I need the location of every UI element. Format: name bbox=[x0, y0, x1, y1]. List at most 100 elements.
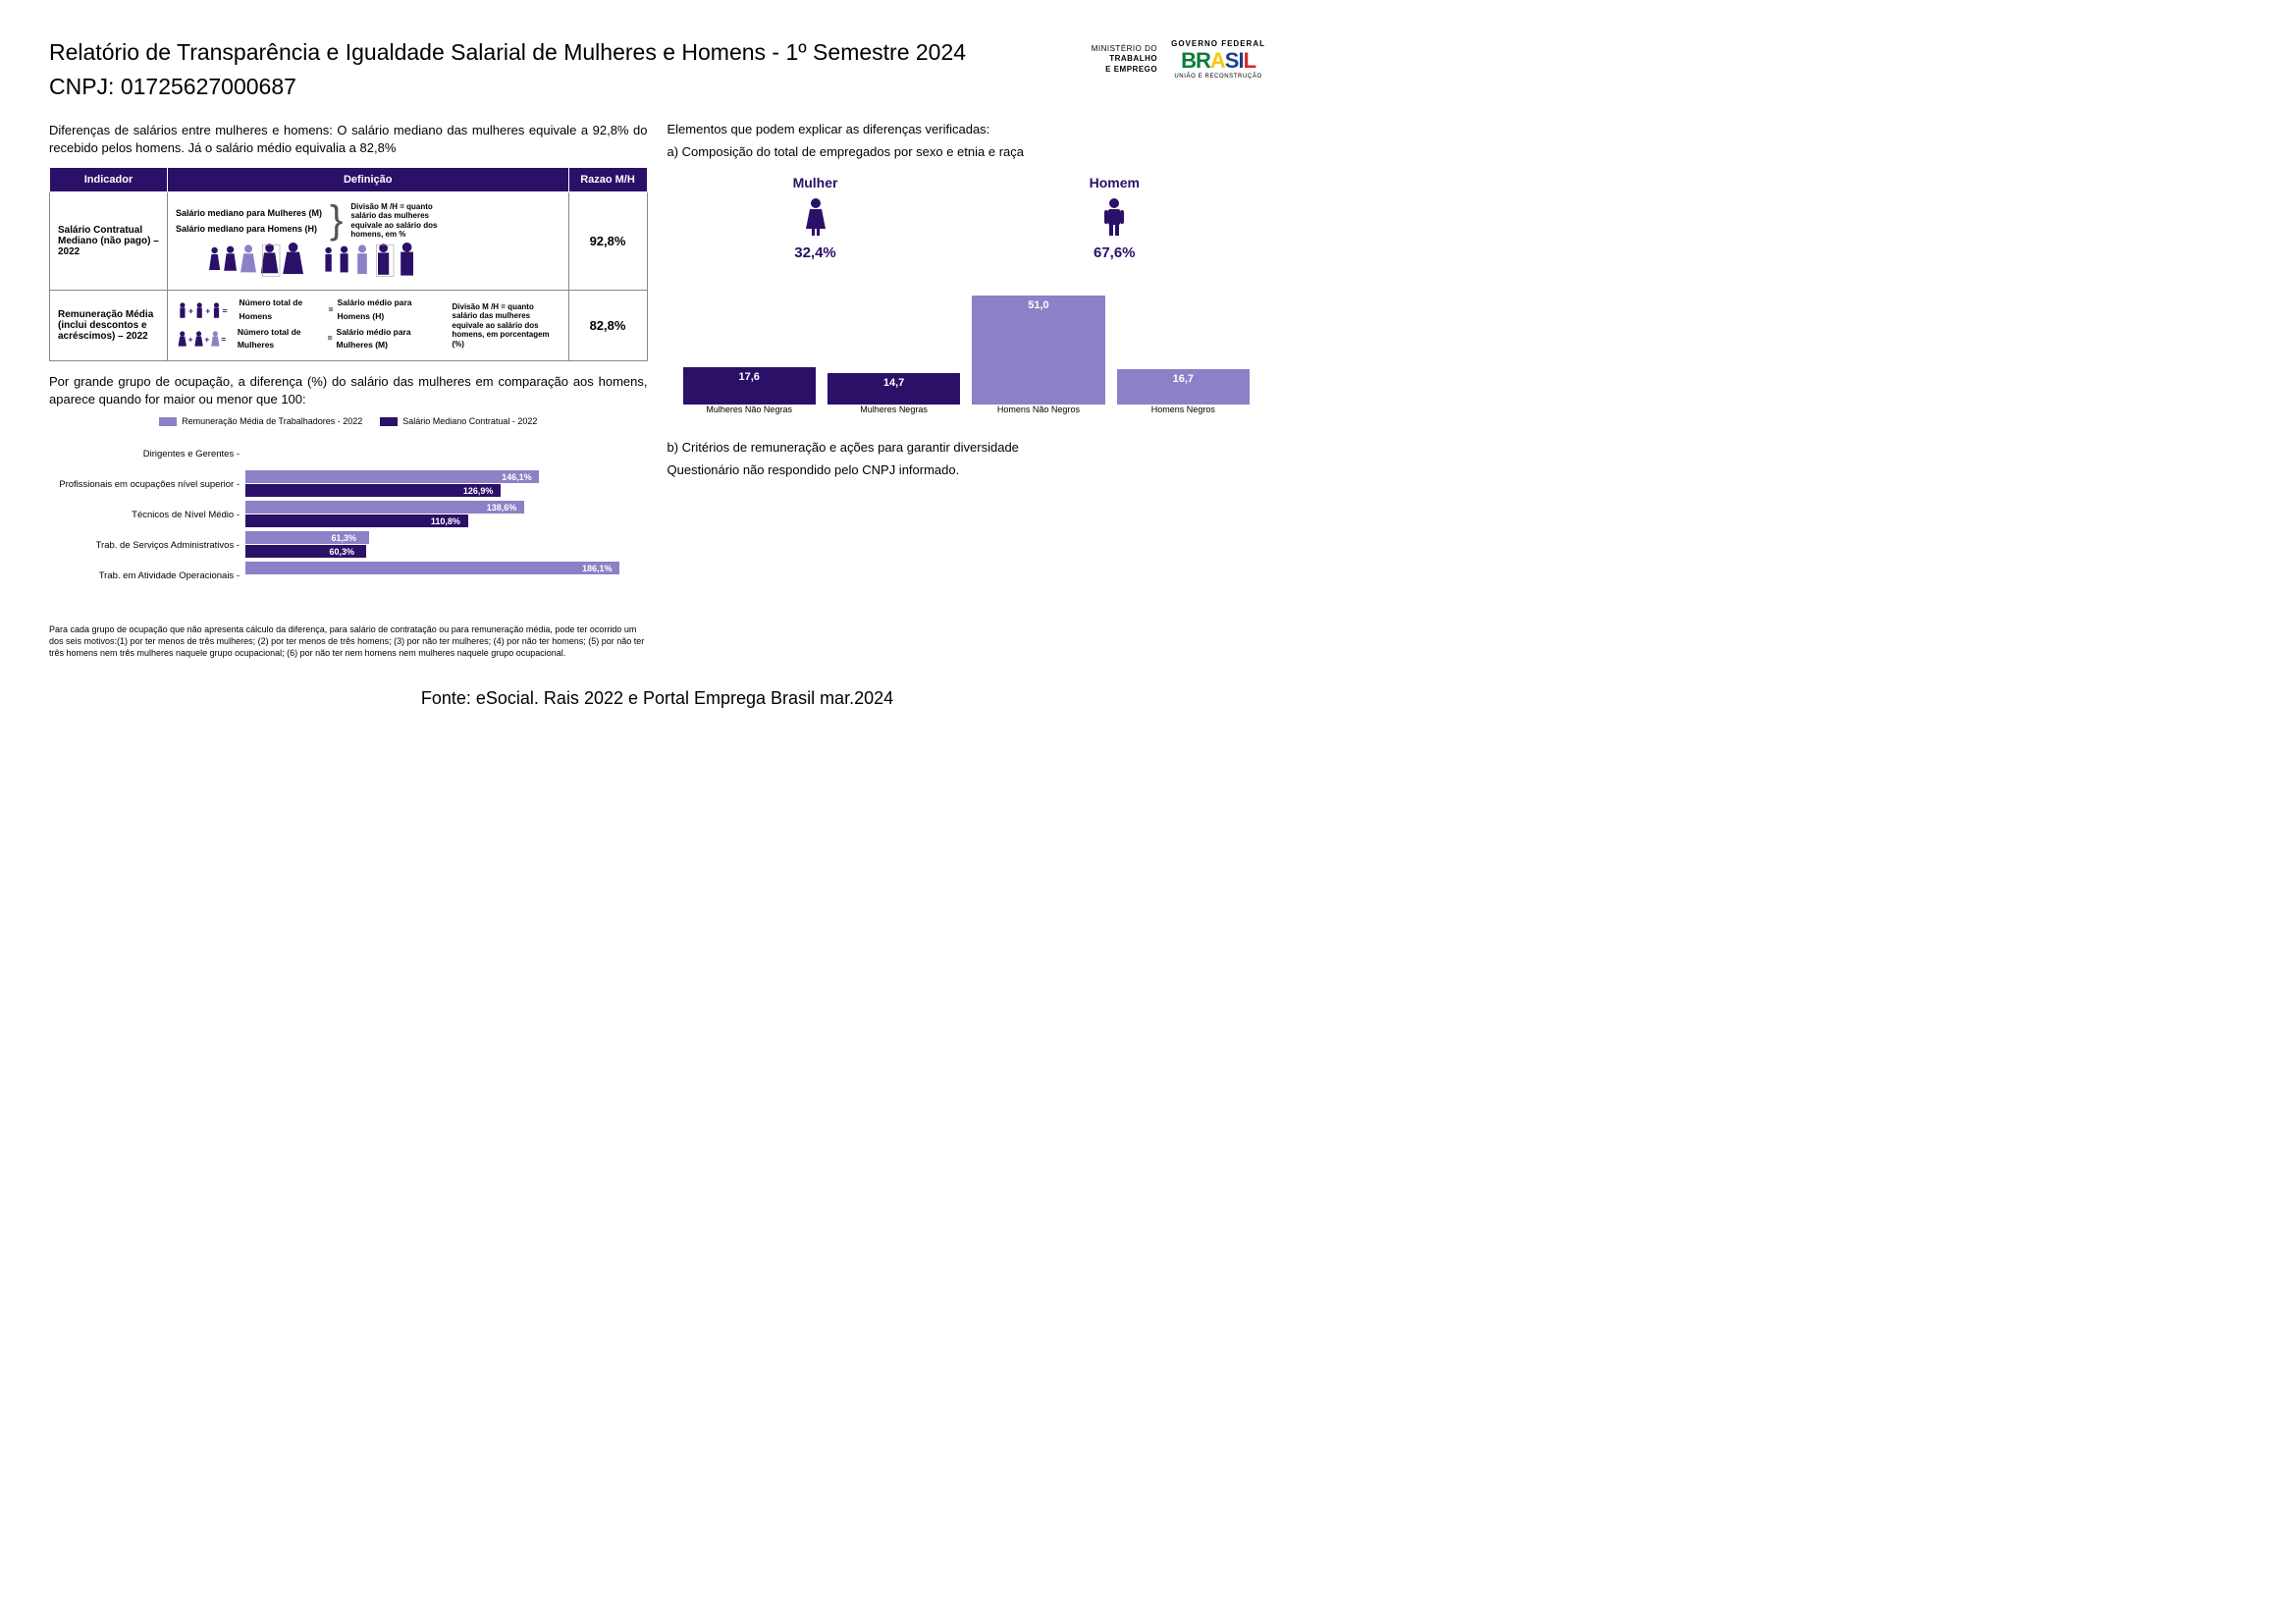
brasil-wordmark: BRASIL bbox=[1171, 48, 1265, 74]
sub-b: b) Critérios de remuneração e ações para… bbox=[667, 440, 1266, 455]
occ-bar-fill bbox=[245, 501, 524, 514]
woman-icon bbox=[801, 196, 830, 236]
legend-a: Remuneração Média de Trabalhadores - 202… bbox=[182, 416, 362, 426]
occ-bar-value: 138,6% bbox=[487, 503, 517, 513]
occ-bar-value: 146,1% bbox=[502, 472, 532, 482]
logos: MINISTÉRIO DO TRABALHO E EMPREGO GOVERNO… bbox=[1092, 39, 1265, 80]
svg-text:=: = bbox=[221, 335, 226, 345]
svg-text:+: + bbox=[188, 335, 193, 345]
sub-b-answer: Questionário não respondido pelo CNPJ in… bbox=[667, 462, 1266, 477]
occ-label: Trab. em Atividade Operacionais - bbox=[49, 570, 245, 581]
comp-bar: 17,6 bbox=[683, 367, 816, 405]
row2-ratio: 82,8% bbox=[568, 291, 647, 360]
row1-def-l1: Salário mediano para Mulheres (M) bbox=[176, 205, 322, 221]
occ-bar: 61,3% bbox=[245, 531, 648, 544]
occ-bar: 186,1% bbox=[245, 562, 648, 574]
occ-bar bbox=[245, 440, 648, 453]
occ-bar: 110,8% bbox=[245, 514, 648, 527]
man-icon bbox=[1099, 196, 1129, 236]
legend-swatch-light bbox=[159, 417, 177, 426]
th-definicao: Definição bbox=[168, 168, 569, 192]
occ-bar-fill bbox=[245, 562, 619, 574]
occ-bar-value: 110,8% bbox=[431, 516, 460, 526]
comp-bar: 14,7 bbox=[828, 373, 960, 405]
f2b: Salário médio para Mulheres (M) bbox=[337, 326, 445, 352]
th-indicador: Indicador bbox=[50, 168, 168, 192]
occ-bar-value: 126,9% bbox=[463, 486, 494, 496]
occupation-chart: Dirigentes e Gerentes - Profissionais em … bbox=[49, 440, 648, 589]
ministry-l3: E EMPREGO bbox=[1092, 65, 1157, 75]
left-intro: Diferenças de salários entre mulheres e … bbox=[49, 122, 648, 157]
mulher-pct: 32,4% bbox=[793, 244, 838, 261]
gov-logo: GOVERNO FEDERAL BRASIL UNIÃO E RECONSTRU… bbox=[1171, 39, 1265, 80]
comp-bar-wrap: 17,6 bbox=[683, 367, 816, 405]
occ-bar bbox=[245, 454, 648, 466]
mulher-block: Mulher 32,4% bbox=[793, 175, 838, 261]
comp-bar-label: Homens Não Negros bbox=[972, 405, 1104, 414]
occ-bar bbox=[245, 575, 648, 588]
homem-pct: 67,6% bbox=[1090, 244, 1140, 261]
occ-row: Técnicos de Nível Médio - 138,6% 110,8% bbox=[49, 501, 648, 528]
row2-def: ++= Número total de Homens = Salário méd… bbox=[168, 291, 569, 360]
occ-label: Profissionais em ocupações nível superio… bbox=[49, 479, 245, 490]
row1-ratio: 92,8% bbox=[568, 192, 647, 291]
occ-row: Trab. de Serviços Administrativos -61,3%… bbox=[49, 531, 648, 559]
footnote: Para cada grupo de ocupação que não apre… bbox=[49, 624, 648, 659]
source: Fonte: eSocial. Rais 2022 e Portal Empre… bbox=[49, 688, 1265, 709]
report-title: Relatório de Transparência e Igualdade S… bbox=[49, 39, 966, 66]
occ-bar-value: 186,1% bbox=[582, 564, 613, 573]
comp-bar-label: Mulheres Não Negras bbox=[683, 405, 816, 414]
svg-text:=: = bbox=[223, 305, 228, 315]
occ-bar-fill bbox=[245, 470, 539, 483]
comp-bar-value: 14,7 bbox=[828, 377, 960, 389]
people-icons bbox=[176, 243, 561, 284]
svg-text:+: + bbox=[204, 335, 209, 345]
occ-bar-value: 61,3% bbox=[332, 533, 357, 543]
composition-icons: Mulher 32,4% Homem 67,6% bbox=[667, 175, 1266, 261]
comp-bar: 51,0 bbox=[972, 296, 1104, 405]
f2a: Número total de Mulheres bbox=[238, 326, 324, 352]
occ-bar-value: 60,3% bbox=[329, 547, 354, 557]
comp-labels: Mulheres Não Negras Mulheres Negras Homens… bbox=[667, 405, 1266, 414]
bracket-icon: } bbox=[330, 198, 343, 243]
comp-bar-wrap: 16,7 bbox=[1117, 369, 1250, 405]
svg-text:+: + bbox=[205, 305, 210, 315]
occ-bars: 61,3% 60,3% bbox=[245, 531, 648, 559]
occ-intro: Por grande grupo de ocupação, a diferenç… bbox=[49, 373, 648, 408]
comp-bar-label: Mulheres Negras bbox=[828, 405, 960, 414]
title-block: Relatório de Transparência e Igualdade S… bbox=[49, 39, 966, 100]
occ-bars: 146,1% 126,9% bbox=[245, 470, 648, 498]
formula-mulheres: ++= Número total de Mulheres = Salário m… bbox=[176, 326, 445, 352]
homem-label: Homem bbox=[1090, 175, 1140, 190]
left-column: Diferenças de salários entre mulheres e … bbox=[49, 122, 648, 659]
legend: Remuneração Média de Trabalhadores - 202… bbox=[49, 416, 648, 426]
occ-label: Técnicos de Nível Médio - bbox=[49, 510, 245, 520]
composition-bar-chart: 17,6 14,7 51,0 16,7 bbox=[667, 277, 1266, 405]
legend-b: Salário Mediano Contratual - 2022 bbox=[402, 416, 537, 426]
ministry-l1: MINISTÉRIO DO bbox=[1092, 44, 1157, 54]
occ-label: Trab. de Serviços Administrativos - bbox=[49, 540, 245, 551]
occ-row: Dirigentes e Gerentes - bbox=[49, 440, 648, 467]
header: Relatório de Transparência e Igualdade S… bbox=[49, 39, 1265, 100]
formula-homens: ++= Número total de Homens = Salário méd… bbox=[176, 297, 445, 323]
row1-def-l2: Salário mediano para Homens (H) bbox=[176, 221, 322, 237]
row2-note: Divisão M /H = quanto salário das mulher… bbox=[453, 302, 561, 350]
comp-bar-wrap: 51,0 bbox=[972, 296, 1104, 405]
comp-bar: 16,7 bbox=[1117, 369, 1250, 405]
svg-text:+: + bbox=[188, 305, 193, 315]
comp-bar-value: 17,6 bbox=[683, 371, 816, 383]
occ-bar: 138,6% bbox=[245, 501, 648, 514]
mulher-label: Mulher bbox=[793, 175, 838, 190]
definition-table: Indicador Definição Razao M/H Salário Co… bbox=[49, 167, 648, 360]
row2-indicador: Remuneração Média (inclui descontos e ac… bbox=[50, 291, 168, 360]
row1-def: Salário mediano para Mulheres (M) Salári… bbox=[168, 192, 569, 291]
right-title: Elementos que podem explicar as diferenç… bbox=[667, 122, 1266, 136]
right-column: Elementos que podem explicar as diferenç… bbox=[667, 122, 1266, 659]
occ-bars: 186,1% bbox=[245, 562, 648, 589]
gov-sub: UNIÃO E RECONSTRUÇÃO bbox=[1171, 74, 1265, 80]
comp-bar-label: Homens Negros bbox=[1117, 405, 1250, 414]
occ-bars: 138,6% 110,8% bbox=[245, 501, 648, 528]
legend-swatch-dark bbox=[380, 417, 398, 426]
gov-top: GOVERNO FEDERAL bbox=[1171, 39, 1265, 48]
comp-bar-value: 16,7 bbox=[1117, 373, 1250, 385]
